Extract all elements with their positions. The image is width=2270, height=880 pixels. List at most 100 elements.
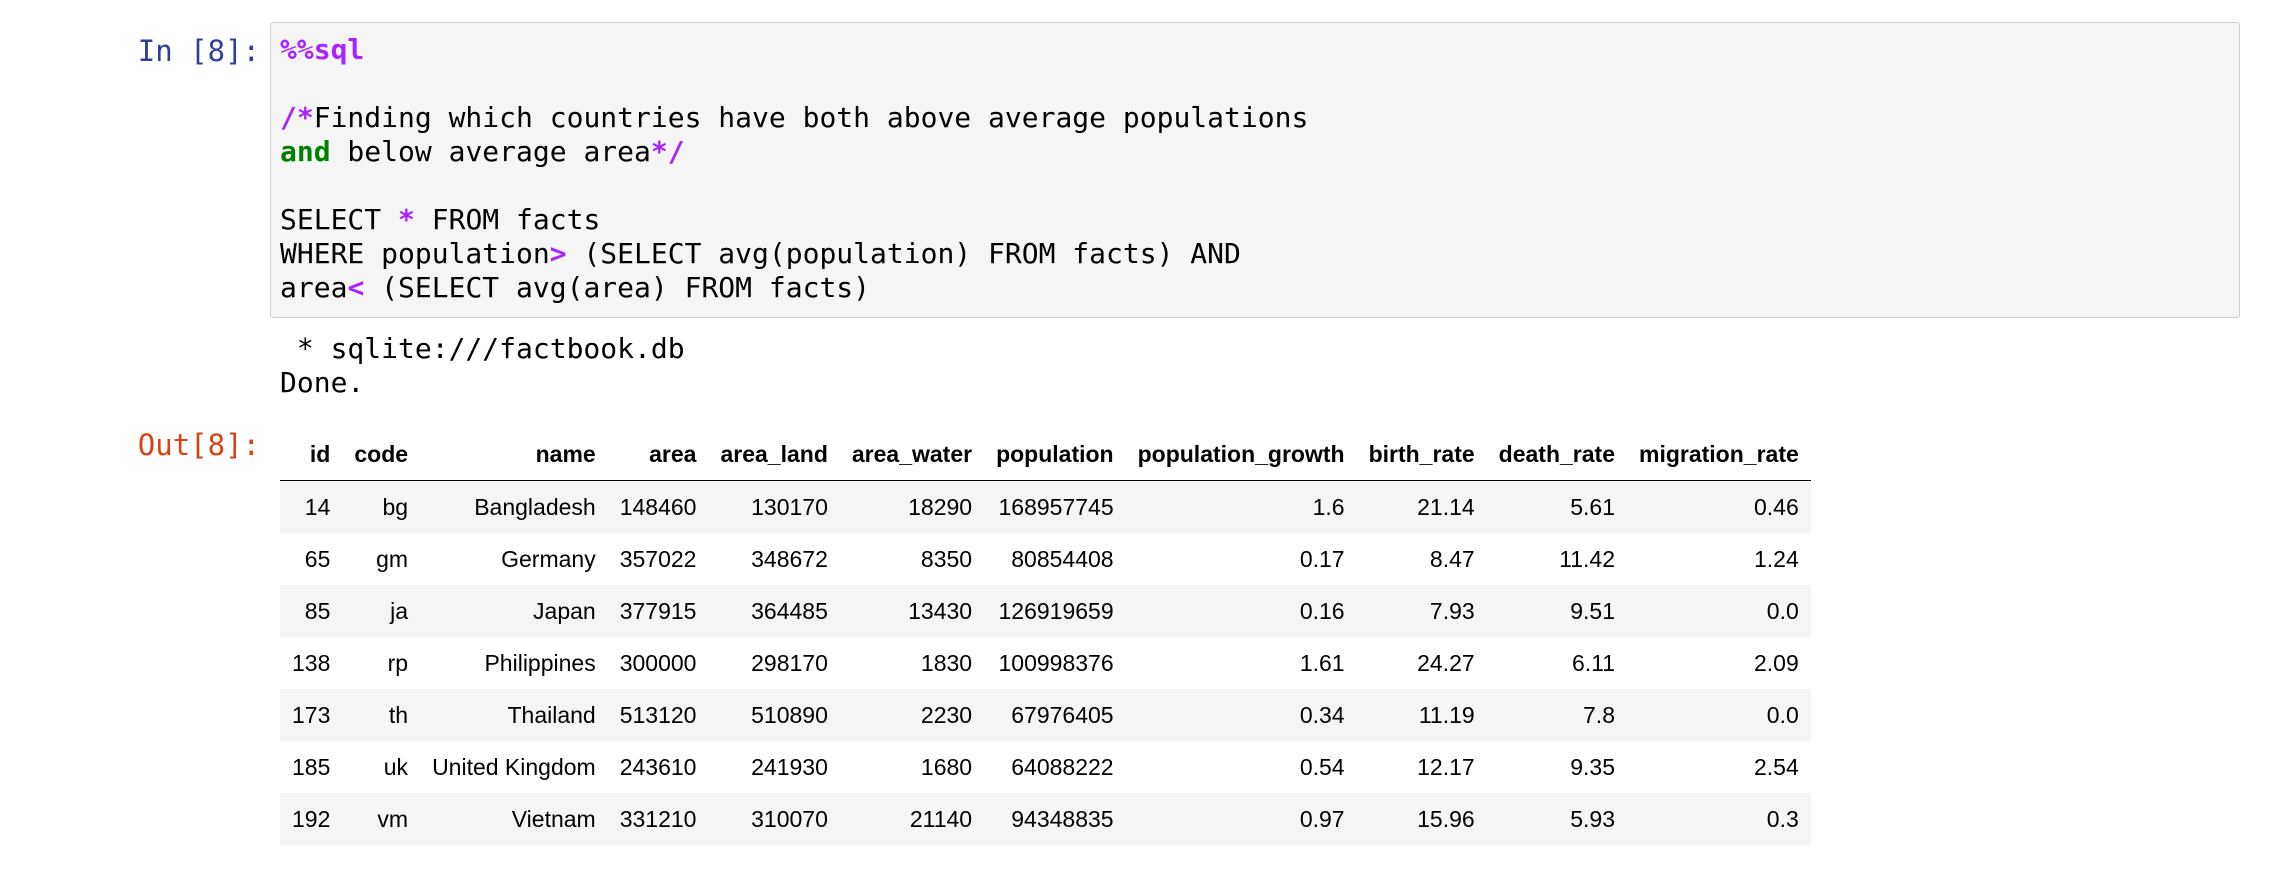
less-operator: < xyxy=(347,271,365,304)
table-row: 173 th Thailand 513120 510890 2230 67976… xyxy=(280,689,1811,741)
table-cell: 1.61 xyxy=(1299,649,1345,676)
table-cell: 1.24 xyxy=(1754,545,1799,572)
table-cell: 13430 xyxy=(908,597,973,624)
column-header-migration-rate: migration_rate xyxy=(1627,428,1811,481)
table-cell: United Kingdom xyxy=(432,753,596,780)
result-table: id code name area area_land area_water p… xyxy=(280,428,1811,845)
table-cell: 8.47 xyxy=(1429,545,1475,572)
table-cell: 14 xyxy=(304,493,331,520)
comment-text-2: below average area xyxy=(330,135,651,168)
table-cell: ja xyxy=(390,597,409,624)
input-prompt: In [8]: xyxy=(137,34,260,68)
table-cell: 0.3 xyxy=(1766,805,1799,832)
table-cell: 0.16 xyxy=(1299,597,1345,624)
column-header-id: id xyxy=(280,428,343,481)
table-header-row: id code name area area_land area_water p… xyxy=(280,428,1811,481)
column-header-death-rate: death_rate xyxy=(1486,428,1627,481)
sql-magic: %%sql xyxy=(280,33,365,66)
column-header-birth-rate: birth_rate xyxy=(1356,428,1487,481)
table-cell: 6.11 xyxy=(1571,649,1615,676)
table-cell: 310070 xyxy=(751,805,828,832)
table-cell: 148460 xyxy=(619,493,697,520)
table-cell: uk xyxy=(383,753,409,780)
table-cell: 85 xyxy=(304,597,331,624)
code-cell-editor[interactable]: %%sql /*Finding which countries have bot… xyxy=(270,22,2240,318)
table-cell: 185 xyxy=(292,753,331,780)
column-header-area-water: area_water xyxy=(839,428,985,481)
code-line-select: SELECT * FROM facts xyxy=(280,203,2229,237)
table-cell: gm xyxy=(376,545,409,572)
table-cell: 0.97 xyxy=(1299,805,1345,832)
table-cell: 377915 xyxy=(619,597,697,624)
table-cell: 2.54 xyxy=(1754,753,1799,780)
table-cell: 0.34 xyxy=(1299,701,1345,728)
column-header-population-growth: population_growth xyxy=(1125,428,1357,481)
table-cell: 138 xyxy=(292,649,331,676)
keyword-and: and xyxy=(280,135,331,168)
table-row: 14 bg Bangladesh 148460 130170 18290 168… xyxy=(280,480,1811,533)
table-cell: 1.6 xyxy=(1312,493,1345,520)
table-cell: 12.17 xyxy=(1417,753,1475,780)
table-cell: 510890 xyxy=(751,701,828,728)
code-line-where: WHERE population> (SELECT avg(population… xyxy=(280,237,2229,271)
comment-open: /* xyxy=(280,101,314,134)
table-cell: Thailand xyxy=(507,701,596,728)
table-cell: 5.93 xyxy=(1570,805,1615,832)
table-cell: Bangladesh xyxy=(474,493,596,520)
table-cell: 21140 xyxy=(909,805,973,832)
code-line-magic: %%sql xyxy=(280,33,2229,67)
table-cell: 21.14 xyxy=(1417,493,1475,520)
table-row: 185 uk United Kingdom 243610 241930 1680… xyxy=(280,741,1811,793)
table-row: 85 ja Japan 377915 364485 13430 12691965… xyxy=(280,585,1811,637)
table-cell: th xyxy=(388,701,409,728)
area-column: area xyxy=(280,271,348,304)
code-line-comment-2: and below average area*/ xyxy=(280,135,2229,169)
table-cell: 0.0 xyxy=(1766,597,1799,624)
table-cell: 513120 xyxy=(619,701,697,728)
table-cell: 364485 xyxy=(751,597,828,624)
from-clause: FROM facts xyxy=(414,203,601,236)
table-cell: vm xyxy=(377,805,409,832)
code-line-blank xyxy=(280,169,2229,203)
table-cell: 192 xyxy=(292,805,331,832)
table-cell: 9.35 xyxy=(1570,753,1615,780)
table-cell: 65 xyxy=(304,545,331,572)
table-cell: 357022 xyxy=(619,545,697,572)
table-cell: Vietnam xyxy=(511,805,596,832)
star-operator: * xyxy=(398,203,415,236)
column-header-area-land: area_land xyxy=(708,428,840,481)
table-cell: 300000 xyxy=(619,649,697,676)
table-cell: 5.61 xyxy=(1570,493,1615,520)
table-cell: 15.96 xyxy=(1417,805,1475,832)
area-subquery: (SELECT avg(area) FROM facts) xyxy=(364,271,871,304)
table-cell: 9.51 xyxy=(1570,597,1615,624)
table-cell: 331210 xyxy=(619,805,697,832)
table-cell: 100998376 xyxy=(998,649,1114,676)
table-cell: 1830 xyxy=(920,649,973,676)
table-cell: Philippines xyxy=(484,649,596,676)
table-cell: 11.42 xyxy=(1559,545,1615,572)
output-area: id code name area area_land area_water p… xyxy=(280,428,1811,845)
comment-close: */ xyxy=(650,135,685,168)
table-cell: 348672 xyxy=(751,545,828,572)
table-cell: 1680 xyxy=(920,753,973,780)
code-line-area: area< (SELECT avg(area) FROM facts) xyxy=(280,271,2229,305)
table-cell: 2230 xyxy=(920,701,973,728)
column-header-population: population xyxy=(984,428,1126,481)
table-row: 138 rp Philippines 300000 298170 1830 10… xyxy=(280,637,1811,689)
table-cell: 0.54 xyxy=(1299,753,1345,780)
where-subquery: (SELECT avg(population) FROM facts) AND xyxy=(566,237,1241,270)
table-cell: Japan xyxy=(533,597,596,624)
column-header-area: area xyxy=(607,428,709,481)
table-cell: 7.8 xyxy=(1583,701,1615,728)
table-row: 192 vm Vietnam 331210 310070 21140 94348… xyxy=(280,793,1811,845)
table-cell: 0.17 xyxy=(1299,545,1345,572)
table-cell: 8350 xyxy=(920,545,973,572)
column-header-name: name xyxy=(420,428,608,481)
table-cell: 298170 xyxy=(751,649,828,676)
stdout-connection-line: * sqlite:///factbook.db xyxy=(280,332,685,365)
table-cell: 243610 xyxy=(619,753,697,780)
table-cell: 18290 xyxy=(908,493,973,520)
table-cell: 94348835 xyxy=(1011,805,1114,832)
greater-operator: > xyxy=(549,237,567,270)
